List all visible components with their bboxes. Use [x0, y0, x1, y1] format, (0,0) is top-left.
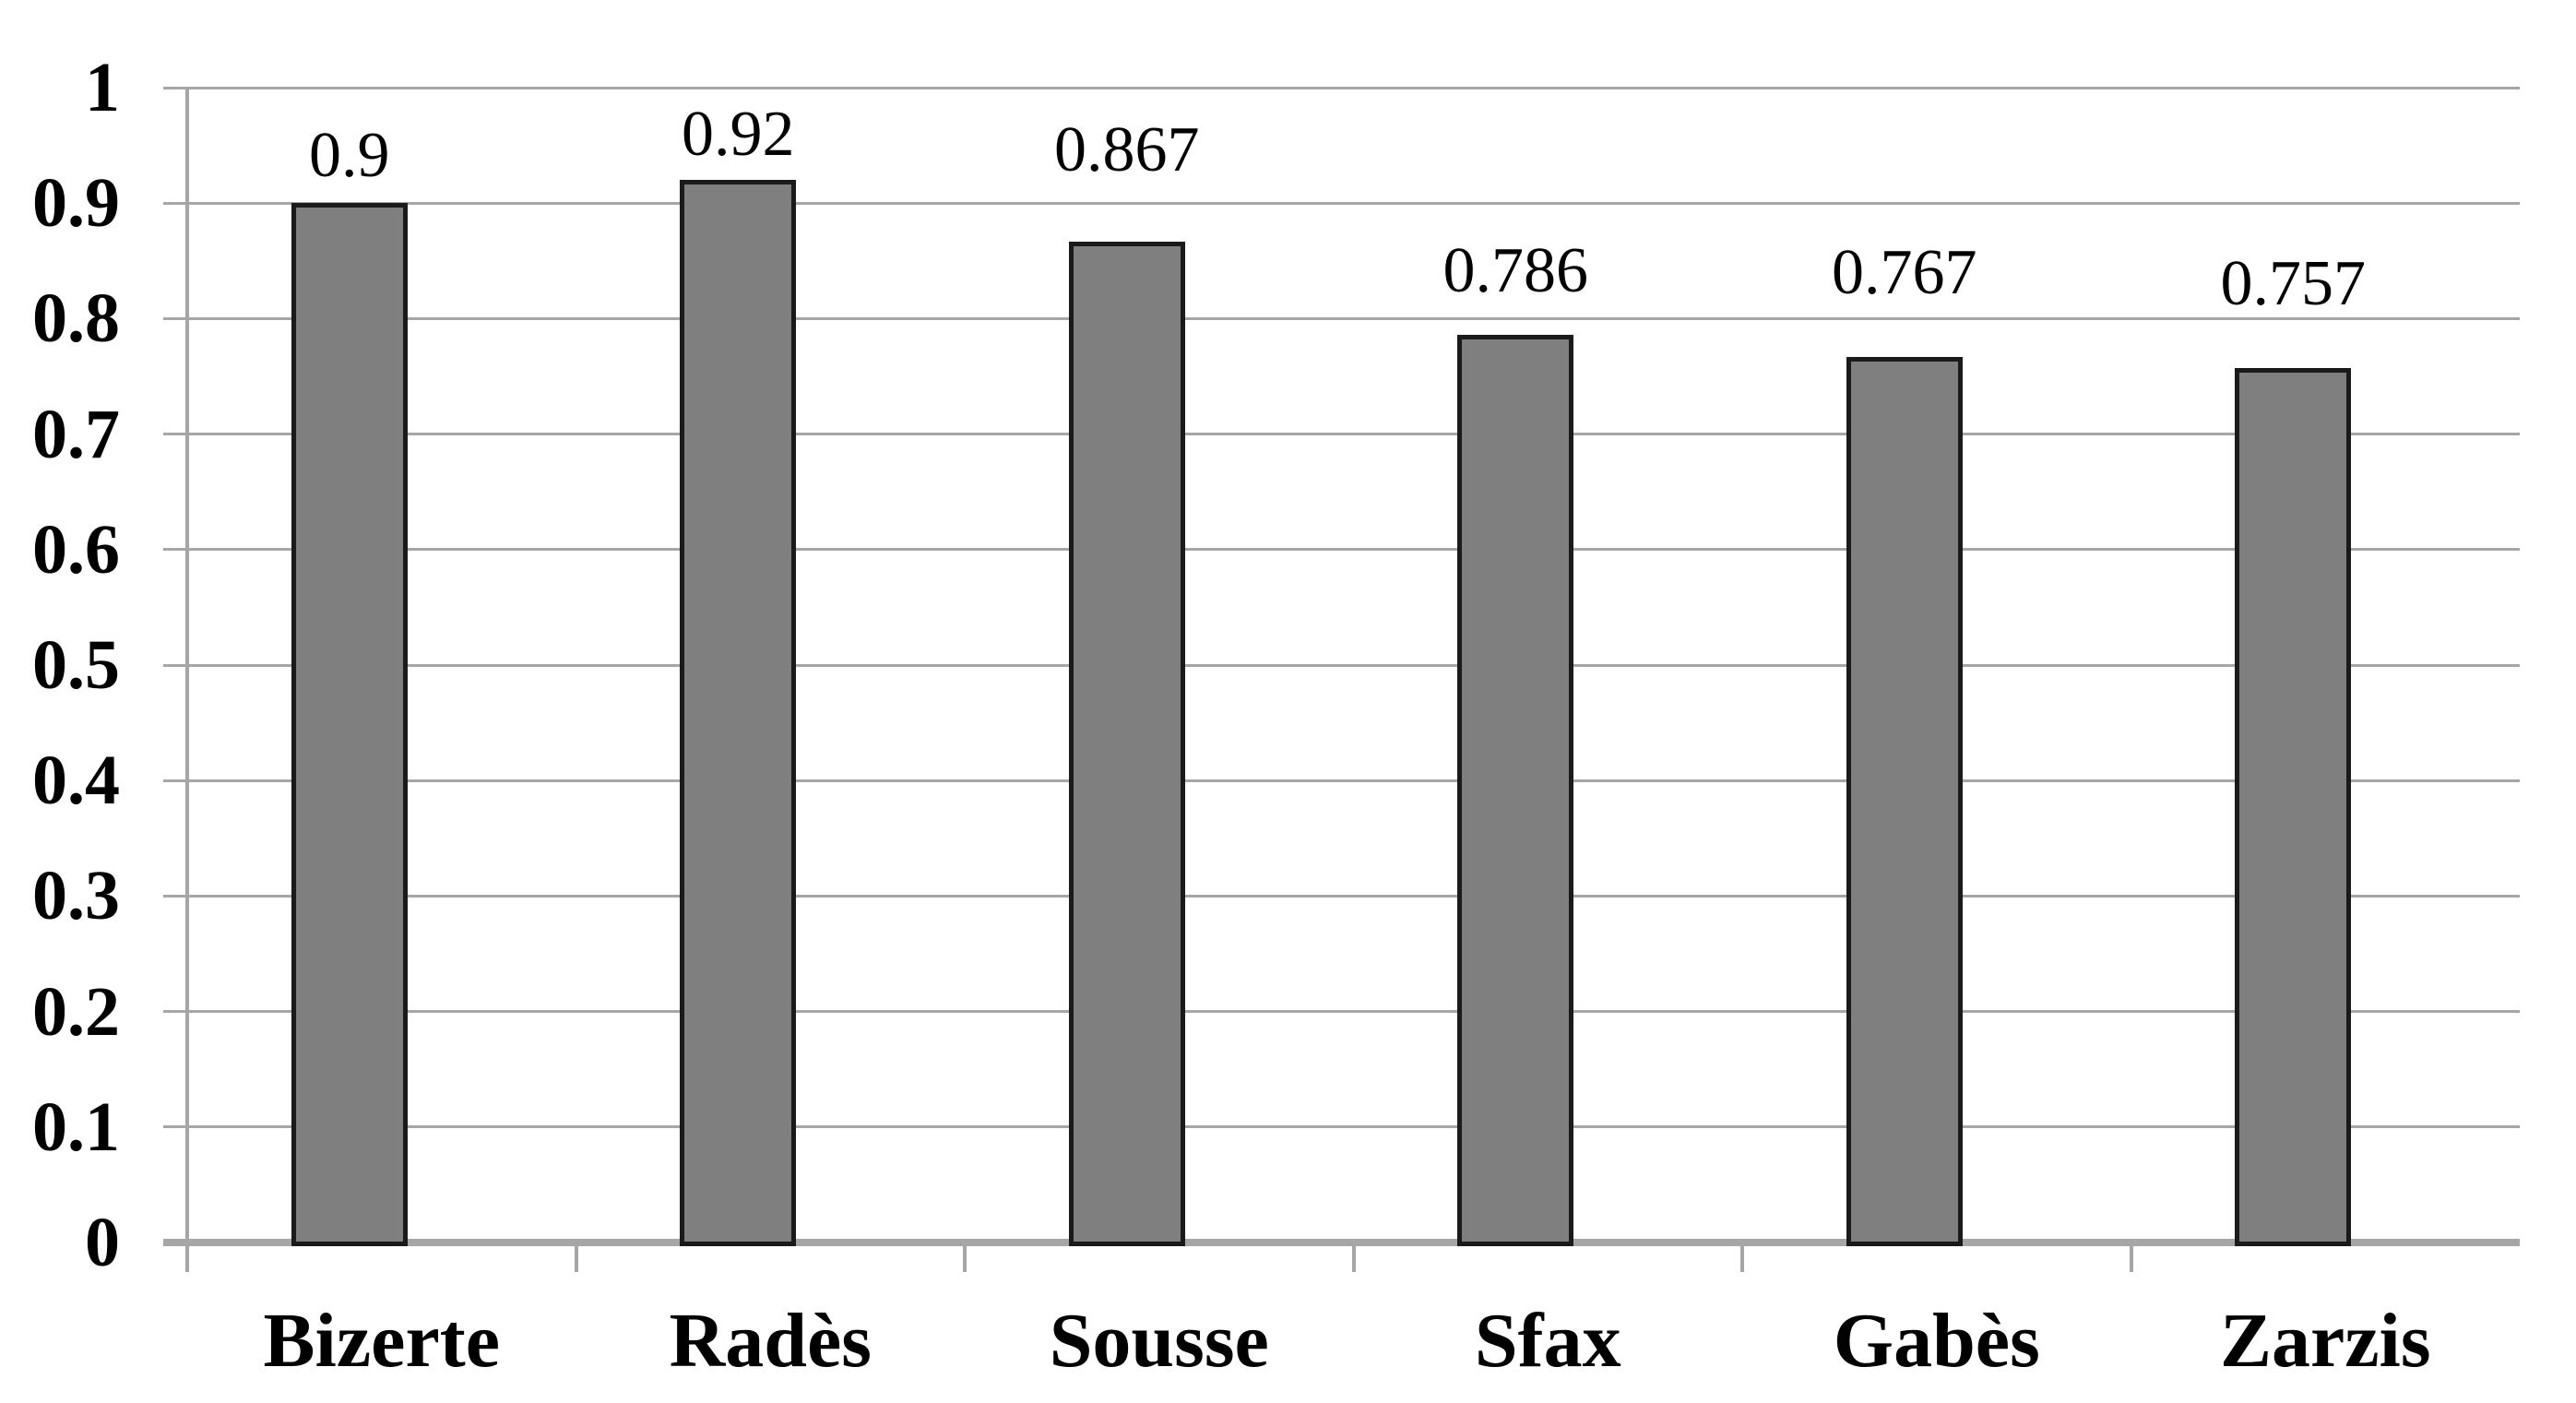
gridline: [163, 316, 2520, 320]
x-axis-tick: [1351, 1242, 1356, 1272]
gridline: [163, 663, 2520, 667]
x-axis-category-label: Gabès: [1833, 1298, 2040, 1384]
y-axis-tick-label: 0.5: [32, 626, 120, 704]
x-axis-line: [163, 1239, 2520, 1246]
y-axis-tick-label: 0: [85, 1204, 120, 1281]
y-axis-tick-label: 0.4: [32, 742, 120, 820]
x-axis-category-label: Sousse: [1049, 1298, 1269, 1384]
y-axis-tick-label: 1: [85, 49, 120, 126]
y-axis-line: [185, 88, 189, 1272]
bar-gabès: [1846, 356, 1963, 1246]
y-axis-tick-label: 0.1: [32, 1088, 120, 1166]
bar-zarzis: [2235, 368, 2352, 1246]
y-axis-tick-label: 0.2: [32, 972, 120, 1051]
x-axis-tick: [574, 1242, 578, 1272]
y-axis-tick-label: 0.7: [32, 395, 120, 473]
bar-value-label: 0.786: [1442, 234, 1589, 306]
bar-radès: [680, 180, 797, 1246]
bar-value-label: 0.767: [1832, 236, 1977, 308]
gridline: [163, 548, 2520, 552]
y-axis-tick-label: 0.6: [32, 510, 120, 589]
bar-value-label: 0.757: [2220, 248, 2367, 320]
gridline: [163, 779, 2520, 782]
x-axis-category-label: Sfax: [1474, 1298, 1621, 1384]
gridline: [163, 1010, 2520, 1014]
bar-bizerte: [291, 203, 408, 1246]
x-axis-tick: [2129, 1242, 2133, 1272]
bar-value-label: 0.9: [309, 120, 390, 192]
gridline: [163, 1125, 2520, 1129]
gridline: [163, 201, 2520, 205]
gridline: [163, 433, 2520, 436]
bar-value-label: 0.867: [1054, 113, 1200, 185]
x-axis-tick: [1740, 1242, 1744, 1272]
x-axis-category-label: Radès: [669, 1298, 872, 1384]
y-axis-tick-label: 0.3: [32, 857, 120, 935]
y-axis-tick-label: 0.9: [32, 164, 120, 243]
bar-value-label: 0.92: [682, 99, 795, 171]
gridline: [163, 86, 2520, 89]
gridline: [163, 894, 2520, 898]
x-axis-tick: [963, 1242, 967, 1272]
x-axis-category-label: Zarzis: [2219, 1298, 2431, 1384]
bar-sousse: [1068, 241, 1185, 1246]
bar-sfax: [1457, 334, 1574, 1246]
y-axis-tick-label: 0.8: [32, 279, 120, 358]
x-axis-category-label: Bizerte: [263, 1298, 500, 1384]
